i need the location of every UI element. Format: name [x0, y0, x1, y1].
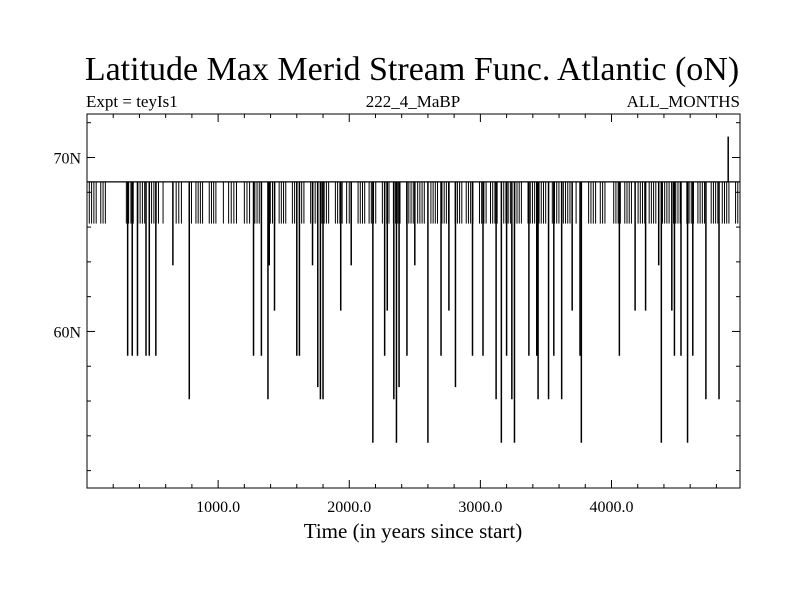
x-tick-label: 1000.0 [196, 499, 240, 516]
x-axis-label: Time (in years since start) [304, 519, 523, 543]
tick-marks [87, 114, 740, 488]
tick-labels: 1000.0 2000.0 3000.0 4000.0 60N 70N [53, 150, 633, 516]
subtitle-experiment: Expt = teyIs1 [86, 92, 178, 111]
plot-area [87, 136, 741, 443]
y-tick-label: 60N [53, 324, 81, 341]
x-tick-label: 4000.0 [589, 499, 633, 516]
subtitle-run: 222_4_MaBP [366, 92, 460, 111]
subtitle-months: ALL_MONTHS [627, 92, 740, 111]
plot-frame [86, 113, 741, 489]
x-tick-label: 2000.0 [327, 499, 371, 516]
chart-title: Latitude Max Merid Stream Func. Atlantic… [85, 51, 739, 88]
y-tick-label: 70N [53, 150, 81, 167]
x-tick-label: 3000.0 [458, 499, 502, 516]
